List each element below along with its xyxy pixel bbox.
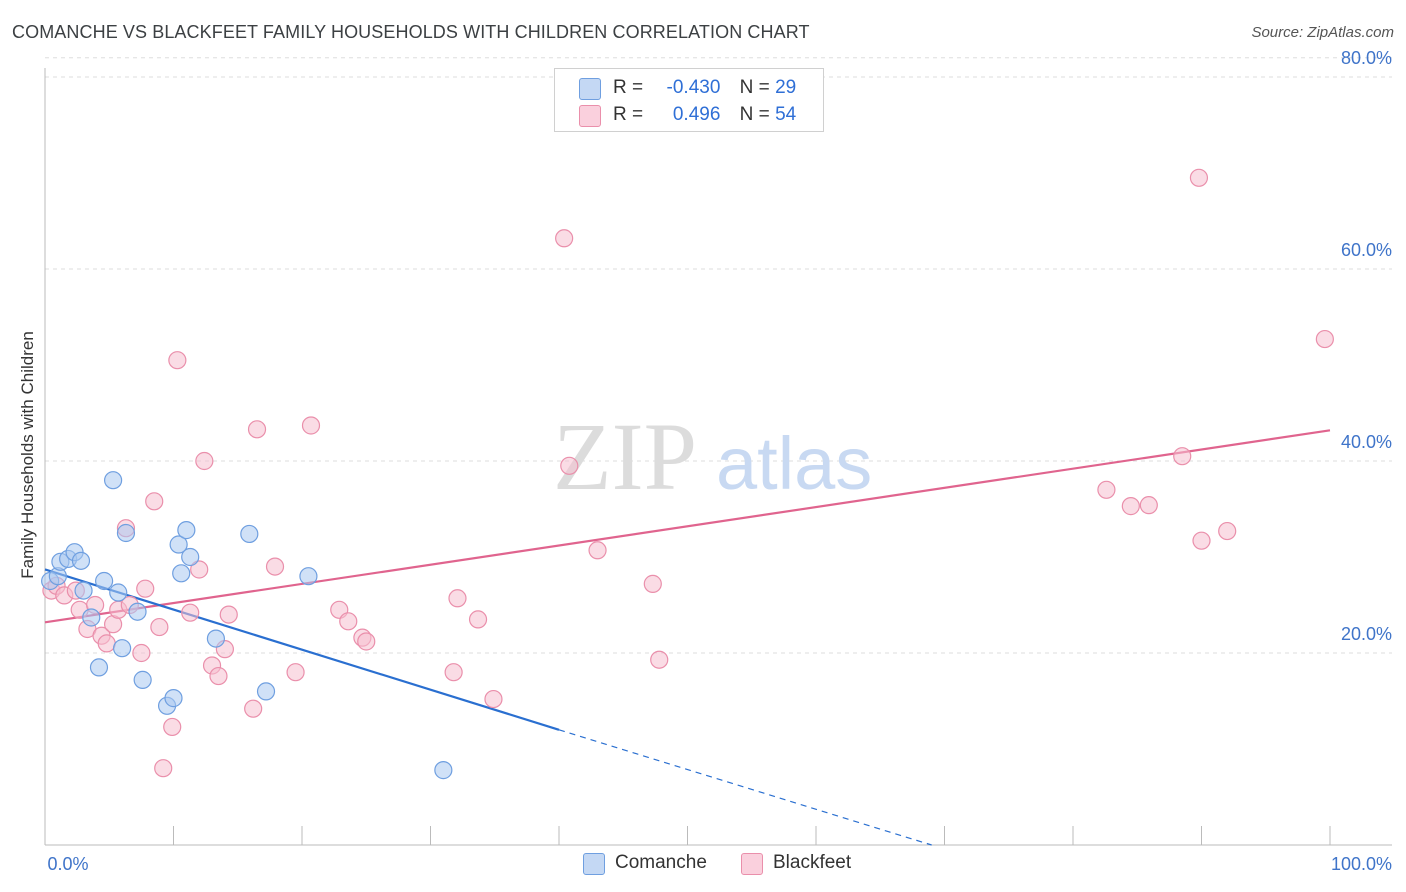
comanche-point [206, 629, 226, 648]
blackfeet-point [209, 666, 228, 686]
blackfeet-point [168, 351, 187, 370]
x-tick-label-max: 100.0% [1331, 854, 1392, 874]
legend-comanche-n-value: 29 [775, 77, 797, 98]
comanche-point [169, 535, 188, 554]
blackfeet-point [190, 560, 209, 579]
blackfeet-point [154, 759, 173, 778]
watermark-atlas: atlas [716, 422, 872, 505]
watermark-zip: ZIP [553, 403, 697, 510]
blackfeet-point [1218, 521, 1237, 541]
legend-comanche-r-label: R = [613, 77, 644, 98]
legend-comanche-label: Comanche [615, 852, 707, 873]
comanche-point [434, 761, 453, 780]
data-points [41, 168, 1334, 780]
comanche-point [177, 521, 196, 540]
y-tick-label: 20.0% [1341, 624, 1392, 644]
blackfeet-point [560, 456, 579, 475]
legend-blackfeet-r-value: 0.496 [672, 104, 721, 125]
source-label: Source: ZipAtlas.com [1251, 24, 1394, 41]
comanche-point [74, 581, 93, 600]
comanche-point [133, 670, 152, 689]
comanche-point [109, 583, 128, 602]
axes [44, 68, 1392, 846]
blackfeet-point [1121, 497, 1140, 516]
y-tick-label: 80.0% [1341, 48, 1392, 68]
comanche-point [89, 658, 109, 677]
chart-title: COMANCHE VS BLACKFEET FAMILY HOUSEHOLDS … [12, 22, 810, 42]
blackfeet-point [244, 699, 263, 718]
watermark: ZIP atlas [553, 403, 872, 510]
blackfeet-point [650, 650, 669, 669]
blackfeet-point [195, 451, 214, 471]
comanche-trend-extension [558, 729, 932, 846]
blackfeet-point [247, 420, 267, 439]
blackfeet-point [484, 689, 503, 709]
blackfeet-point [339, 612, 358, 631]
blackfeet-point [301, 416, 321, 435]
blackfeet-point [1173, 447, 1192, 466]
blackfeet-point [1315, 329, 1334, 349]
correlation-legend: R = -0.430 N = 29 R = 0.496 N = 54 [554, 68, 824, 132]
blackfeet-point [1189, 168, 1209, 187]
blackfeet-point [150, 617, 169, 637]
blackfeet-point [136, 579, 155, 598]
blackfeet-point [1192, 531, 1211, 550]
blackfeet-swatch [579, 105, 601, 127]
legend-blackfeet-r-label: R = [613, 104, 644, 125]
comanche-swatch [579, 78, 601, 100]
comanche-point [256, 682, 276, 701]
comanche-point [95, 571, 114, 591]
blackfeet-point [357, 632, 376, 651]
legend-comanche-n-label: N = [739, 77, 770, 98]
comanche-point [240, 524, 259, 544]
blackfeet-point [219, 605, 238, 624]
blackfeet-point [1139, 496, 1158, 515]
blackfeet-point [555, 229, 574, 248]
comanche-point [181, 547, 200, 567]
y-tick-label: 60.0% [1341, 240, 1392, 260]
blackfeet-point [265, 557, 285, 576]
y-tick-label: 40.0% [1341, 432, 1392, 452]
blackfeet-point [132, 643, 151, 663]
x-tick-label-min: 0.0% [47, 854, 88, 874]
y-axis-title: Family Households with Children [18, 331, 37, 579]
legend-comanche-r-value: -0.430 [666, 77, 721, 98]
comanche-point [172, 564, 191, 583]
comanche-point [299, 567, 318, 586]
tick-labels: 20.0% 40.0% 60.0% 80.0% 0.0% 100.0% [47, 48, 1392, 874]
blackfeet-point [97, 634, 116, 653]
blackfeet-legend-swatch [741, 853, 763, 875]
comanche-point [71, 551, 91, 570]
comanche-point [128, 602, 147, 621]
blackfeet-point [643, 574, 662, 593]
comanche-point [112, 639, 132, 658]
blackfeet-point [448, 589, 467, 608]
comanche-point [116, 523, 136, 543]
blackfeet-point [588, 541, 607, 560]
blackfeet-point [145, 492, 164, 511]
comanche-point [164, 689, 183, 708]
legend-blackfeet-n-label: N = [739, 104, 770, 125]
grid-lines [45, 57, 1392, 654]
blackfeet-point [163, 717, 182, 737]
blackfeet-point [181, 603, 200, 622]
legend-blackfeet-n-value: 54 [775, 104, 797, 125]
blackfeet-point [468, 610, 488, 629]
legend-blackfeet-label: Blackfeet [773, 852, 852, 873]
blackfeet-trend-line [44, 429, 1331, 624]
comanche-point [104, 471, 123, 490]
blackfeet-point [444, 663, 463, 682]
blackfeet-point [1097, 480, 1116, 499]
blackfeet-point [286, 663, 305, 682]
comanche-legend-swatch [583, 853, 605, 875]
comanche-point [82, 608, 101, 627]
